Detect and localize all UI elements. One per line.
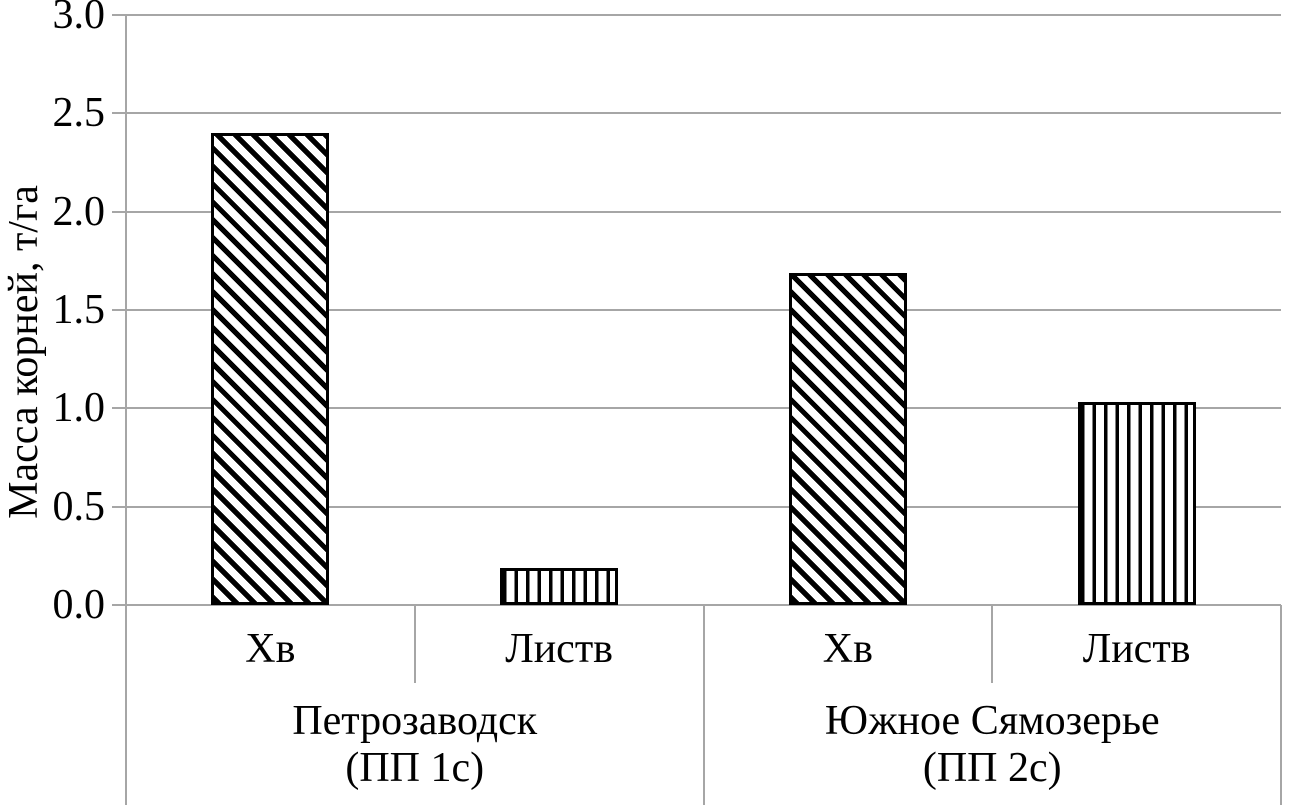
gridline	[112, 14, 1281, 16]
gridline	[112, 604, 1281, 606]
y-tick-label: 0.5	[52, 483, 106, 530]
y-tick-label: 2.5	[52, 90, 106, 137]
y-axis-line	[125, 15, 127, 805]
group-label-line: (ПП 2с)	[922, 745, 1062, 791]
gridline	[112, 407, 1281, 410]
y-tick-label: 0.0	[52, 582, 106, 628]
group-label-line: (ПП 1с)	[345, 745, 485, 791]
category-divider	[991, 605, 994, 683]
category-label: Листв	[505, 626, 614, 672]
group-label-line: Петрозаводск	[292, 698, 538, 744]
group-label: Южное Сямозерье (ПП 2с)	[712, 698, 1272, 792]
category-label: Хв	[822, 626, 873, 672]
category-label: Хв	[245, 626, 296, 672]
bar-хв-group1	[211, 133, 330, 605]
y-tick-label: 1.5	[52, 287, 106, 333]
bar-листв-group2	[1077, 402, 1196, 605]
bar-листв-group1	[500, 568, 619, 605]
gridline	[112, 210, 1281, 213]
y-tick-label: 1.0	[52, 385, 106, 432]
gridline	[112, 112, 1281, 115]
gridline	[112, 309, 1281, 311]
y-tick-label: 2.0	[52, 188, 106, 235]
y-axis-title: Масса корней, т/га	[1, 185, 47, 519]
category-label: Листв	[1082, 626, 1191, 672]
y-tick-label: 3.0	[52, 0, 106, 38]
group-divider	[702, 605, 705, 805]
gridline	[112, 505, 1281, 508]
bar-хв-group2	[788, 273, 907, 605]
group-label-line: Южное Сямозерье	[824, 698, 1160, 744]
axis-right-border	[1280, 605, 1282, 805]
category-divider	[413, 605, 416, 683]
group-label: Петрозаводск (ПП 1с)	[135, 698, 695, 792]
